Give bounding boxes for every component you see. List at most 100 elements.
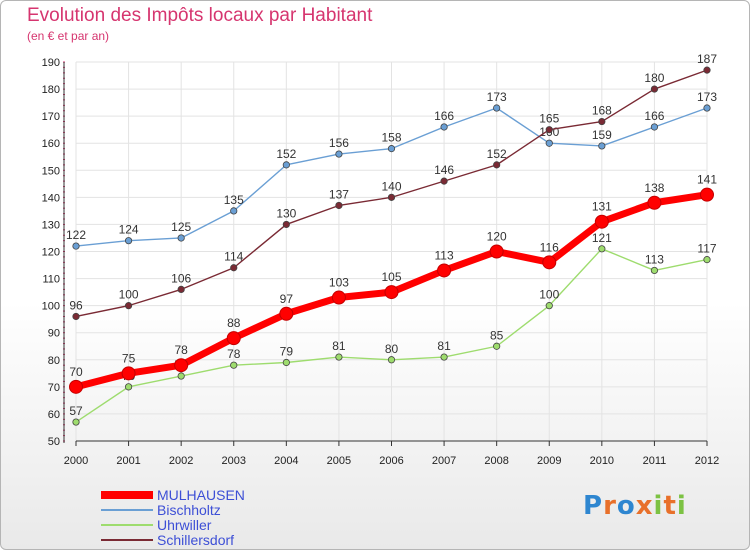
data-point-uhrwiller-2007 (440, 353, 448, 361)
legend-item-uhrwiller: Uhrwiller (101, 517, 211, 533)
legend-swatch-mulhausen (101, 491, 153, 499)
legend-label-schillersdorf: Schillersdorf (157, 532, 235, 548)
data-label-uhrwiller-2006: 80 (385, 342, 399, 356)
data-point-bischholtz-2002 (177, 234, 185, 242)
data-point-schillersdorf-2007 (440, 177, 448, 185)
data-point-bischholtz-2009 (545, 139, 553, 147)
x-tick-label-2011: 2011 (643, 455, 667, 467)
data-point-schillersdorf-2009 (545, 126, 553, 134)
data-label-mulhausen-2001: 75 (122, 351, 136, 365)
data-label-schillersdorf-2000: 96 (69, 298, 83, 312)
data-label-schillersdorf-2009: 165 (539, 112, 559, 126)
data-label-schillersdorf-2011: 180 (644, 71, 664, 85)
y-tick-label-160: 160 (42, 138, 60, 150)
legend-item-mulhausen: MULHAUSEN (101, 487, 245, 503)
data-point-bischholtz-2011 (650, 123, 659, 131)
legend-label-mulhausen: MULHAUSEN (157, 487, 245, 503)
data-point-schillersdorf-2001 (124, 302, 133, 310)
legend-swatch-bischholtz (101, 509, 153, 511)
data-point-uhrwiller-2001 (124, 383, 133, 391)
data-label-bischholtz-2004: 152 (276, 147, 296, 161)
data-label-bischholtz-2000: 122 (66, 228, 86, 242)
data-label-schillersdorf-2008: 152 (487, 147, 507, 161)
data-label-uhrwiller-2004: 79 (280, 344, 294, 358)
data-label-mulhausen-2006: 105 (381, 270, 401, 284)
data-point-bischholtz-2003 (230, 207, 238, 215)
data-label-uhrwiller-2007: 81 (437, 339, 451, 353)
x-tick-label-2001: 2001 (116, 455, 140, 467)
data-point-mulhausen-2002 (174, 358, 189, 373)
data-point-bischholtz-2006 (387, 145, 396, 153)
data-label-uhrwiller-2011: 113 (645, 252, 664, 266)
data-point-bischholtz-2012 (703, 104, 711, 112)
data-point-schillersdorf-2004 (282, 220, 290, 229)
data-point-mulhausen-2005 (331, 290, 346, 305)
data-label-bischholtz-2010: 159 (592, 128, 612, 142)
data-label-mulhausen-2010: 131 (592, 200, 612, 214)
chart-subtitle: (en € et par an) (27, 29, 110, 43)
data-point-schillersdorf-2006 (387, 193, 396, 201)
data-label-mulhausen-2012: 141 (697, 173, 717, 187)
legend-item-bischholtz: Bischholtz (101, 502, 221, 518)
legend-swatch-schillersdorf (101, 539, 153, 541)
y-tick-label-190: 190 (42, 57, 60, 69)
data-point-uhrwiller-2005 (335, 353, 343, 361)
proxiti-logo: Proxiti (583, 491, 687, 521)
data-point-bischholtz-2004 (282, 161, 290, 169)
data-label-mulhausen-2003: 88 (227, 316, 241, 330)
y-tick-label-120: 120 (42, 247, 60, 259)
data-label-schillersdorf-2001: 100 (119, 288, 139, 302)
data-label-mulhausen-2011: 138 (644, 181, 664, 195)
data-point-uhrwiller-2006 (387, 356, 396, 364)
y-tick-label-140: 140 (42, 192, 60, 204)
data-label-uhrwiller-2005: 81 (332, 339, 346, 353)
data-label-uhrwiller-2012: 117 (697, 242, 716, 256)
data-label-bischholtz-2012: 173 (697, 90, 717, 104)
y-tick-label-110: 110 (42, 274, 60, 286)
data-label-uhrwiller-2000: 57 (69, 404, 83, 418)
data-point-uhrwiller-2008 (493, 342, 501, 350)
y-tick-label-130: 130 (42, 219, 60, 231)
data-point-uhrwiller-2004 (282, 358, 290, 367)
data-point-mulhausen-2000 (69, 379, 83, 394)
x-tick-label-2004: 2004 (274, 455, 298, 467)
data-label-uhrwiller-2003: 78 (227, 347, 241, 361)
data-label-mulhausen-2008: 120 (487, 230, 507, 244)
data-point-mulhausen-2010 (594, 214, 609, 229)
x-tick-label-2003: 2003 (222, 455, 246, 467)
data-label-mulhausen-2002: 78 (174, 343, 188, 357)
data-point-mulhausen-2011 (647, 195, 662, 210)
x-tick-label-2012: 2012 (695, 455, 719, 467)
x-tick-label-2008: 2008 (484, 455, 508, 467)
data-point-schillersdorf-2011 (650, 85, 659, 93)
data-point-uhrwiller-2009 (545, 302, 553, 310)
data-label-bischholtz-2003: 135 (224, 193, 244, 207)
data-point-mulhausen-2006 (384, 285, 399, 300)
data-point-schillersdorf-2003 (230, 264, 238, 272)
y-tick-label-90: 90 (48, 328, 60, 340)
y-tick-label-60: 60 (48, 409, 60, 421)
legend-item-schillersdorf: Schillersdorf (101, 532, 234, 548)
data-label-mulhausen-2000: 70 (69, 365, 83, 379)
y-tick-label-100: 100 (42, 301, 60, 313)
data-label-schillersdorf-2004: 130 (276, 206, 296, 220)
data-label-bischholtz-2006: 158 (381, 131, 401, 145)
data-point-schillersdorf-2000 (72, 312, 80, 321)
y-tick-label-80: 80 (48, 355, 60, 367)
data-label-schillersdorf-2002: 106 (171, 271, 191, 285)
data-point-schillersdorf-2012 (703, 66, 711, 74)
data-point-bischholtz-2001 (124, 237, 133, 245)
data-point-uhrwiller-2000 (72, 418, 80, 426)
legend-swatch-uhrwiller (101, 524, 153, 526)
data-point-mulhausen-2001 (121, 366, 136, 381)
x-tick-label-2005: 2005 (327, 455, 351, 467)
data-label-mulhausen-2007: 113 (435, 248, 454, 262)
data-label-schillersdorf-2006: 140 (381, 179, 401, 193)
data-point-mulhausen-2004 (279, 306, 294, 321)
data-label-bischholtz-2011: 166 (644, 109, 664, 123)
data-label-mulhausen-2004: 97 (280, 292, 294, 306)
data-point-schillersdorf-2002 (177, 285, 185, 293)
data-point-mulhausen-2012 (700, 187, 714, 202)
